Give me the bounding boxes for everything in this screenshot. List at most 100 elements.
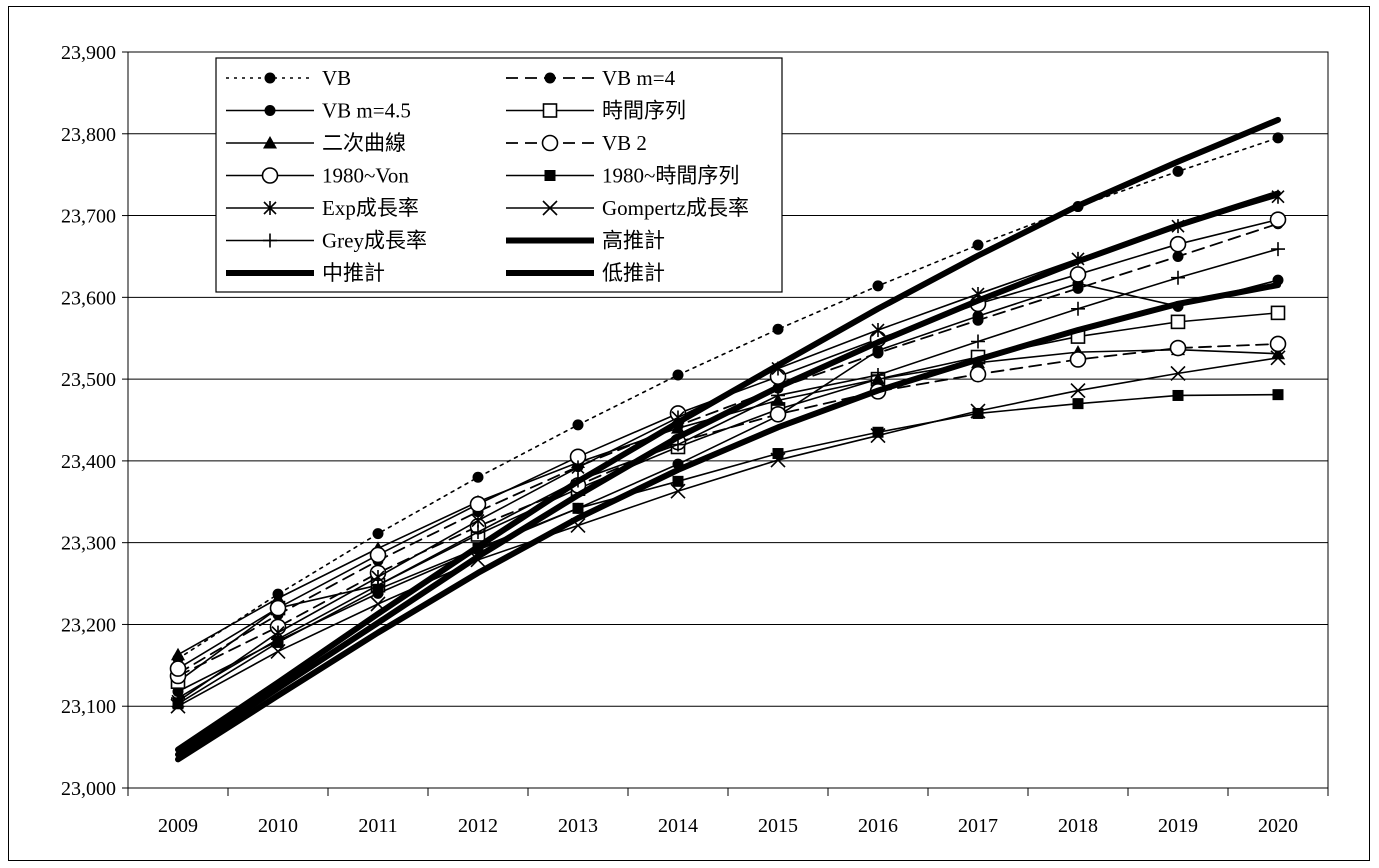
data-point [870,427,886,444]
data-point [1070,382,1086,399]
legend-item: 高推計 [506,229,665,253]
x-tick-label: 2009 [158,815,198,837]
legend-label: VB m=4 [602,66,676,90]
data-point [672,475,684,487]
data-point [571,460,585,475]
series-line [175,282,1281,763]
legend-label: 時間序列 [602,99,686,123]
data-point [871,323,885,338]
x-tick-label: 2019 [1158,815,1198,837]
gridlines [128,133,1328,707]
x-tick-label: 2018 [1058,815,1098,837]
series-line [177,343,1279,677]
x-axis-ticks: 2009 2010 2011 2012 2013 2014 2015 2016 2017 2018… [127,788,1329,837]
legend-item: Exp成長率 [226,196,419,220]
data-point [171,691,185,706]
legend-item: VB 2 [506,131,647,155]
data-point [1272,389,1284,401]
data-point [1170,365,1186,381]
legend-label: VB 2 [602,131,647,155]
series-7 [172,389,1284,710]
x-tick-label: 2011 [358,815,397,837]
legend-label: Gompertz成長率 [602,196,749,220]
data-point [872,344,884,356]
data-point [972,407,984,419]
data-point [972,239,984,251]
data-point [1172,250,1184,262]
data-point [1071,301,1085,316]
y-tick-label: 23,300 [61,533,116,555]
data-point [872,280,884,292]
series-line [177,312,1279,683]
legend-label: 高推計 [602,229,665,253]
data-point [1271,346,1285,360]
data-point [1172,389,1184,401]
legend-marker [264,72,276,84]
y-tick-label: 23,100 [61,696,116,718]
series-3 [170,305,1286,689]
series-12 [175,190,1281,758]
data-point [769,405,787,423]
series-line [177,279,1279,693]
data-point [372,528,384,540]
legend-marker [542,200,558,216]
series-line [177,222,1279,675]
legend-marker [542,103,558,118]
legend-label: 1980~時間序列 [602,164,739,188]
legend-marker [544,170,556,181]
x-tick-label: 2012 [458,815,498,837]
series-2 [172,274,1284,698]
series-10 [171,242,1285,706]
legend-marker [264,105,276,116]
legend-marker [263,136,277,149]
series-line [177,357,1279,708]
data-point [971,334,985,349]
legend-marker [263,233,277,248]
x-tick-label: 2017 [958,815,998,837]
data-point [872,426,884,438]
legend-item: 時間序列 [506,99,686,123]
data-point [371,578,385,593]
data-point [572,419,584,431]
data-point [1269,335,1287,353]
legend-label: Grey成長率 [322,229,427,253]
data-point [471,525,485,540]
legend-item: 低推計 [506,261,665,285]
data-point [1171,270,1185,285]
series-layer [169,116,1287,763]
x-tick-label: 2010 [258,815,298,837]
y-tick-label: 23,000 [61,778,116,800]
legend-item: 中推計 [226,261,385,285]
y-tick-label: 23,700 [61,206,116,228]
x-tick-label: 2014 [658,815,698,837]
series-13 [175,282,1281,763]
data-point [1169,339,1187,357]
series-line [177,248,1279,699]
data-point [169,660,187,677]
legend-item: Gompertz成長率 [506,196,749,220]
y-tick-label: 23,800 [61,124,116,146]
data-point [871,368,885,383]
series-line [175,116,1281,753]
data-point [671,421,685,434]
x-tick-label: 2020 [1258,815,1298,837]
data-point [969,365,987,383]
data-point [1270,305,1286,321]
data-point [472,471,484,483]
legend-item: VB m=4.5 [226,99,411,123]
data-point [972,310,984,322]
series-5 [169,335,1287,685]
data-point [1270,350,1286,366]
data-point [269,599,287,617]
data-point [970,403,986,419]
data-point [1172,165,1184,177]
legend-item: 二次曲線 [226,131,406,155]
data-point [1169,235,1187,253]
data-point [772,448,784,460]
data-point [771,388,785,403]
legend-label: VB m=4.5 [322,99,411,123]
legend-marker [541,134,559,152]
x-tick-label: 2013 [558,815,598,837]
